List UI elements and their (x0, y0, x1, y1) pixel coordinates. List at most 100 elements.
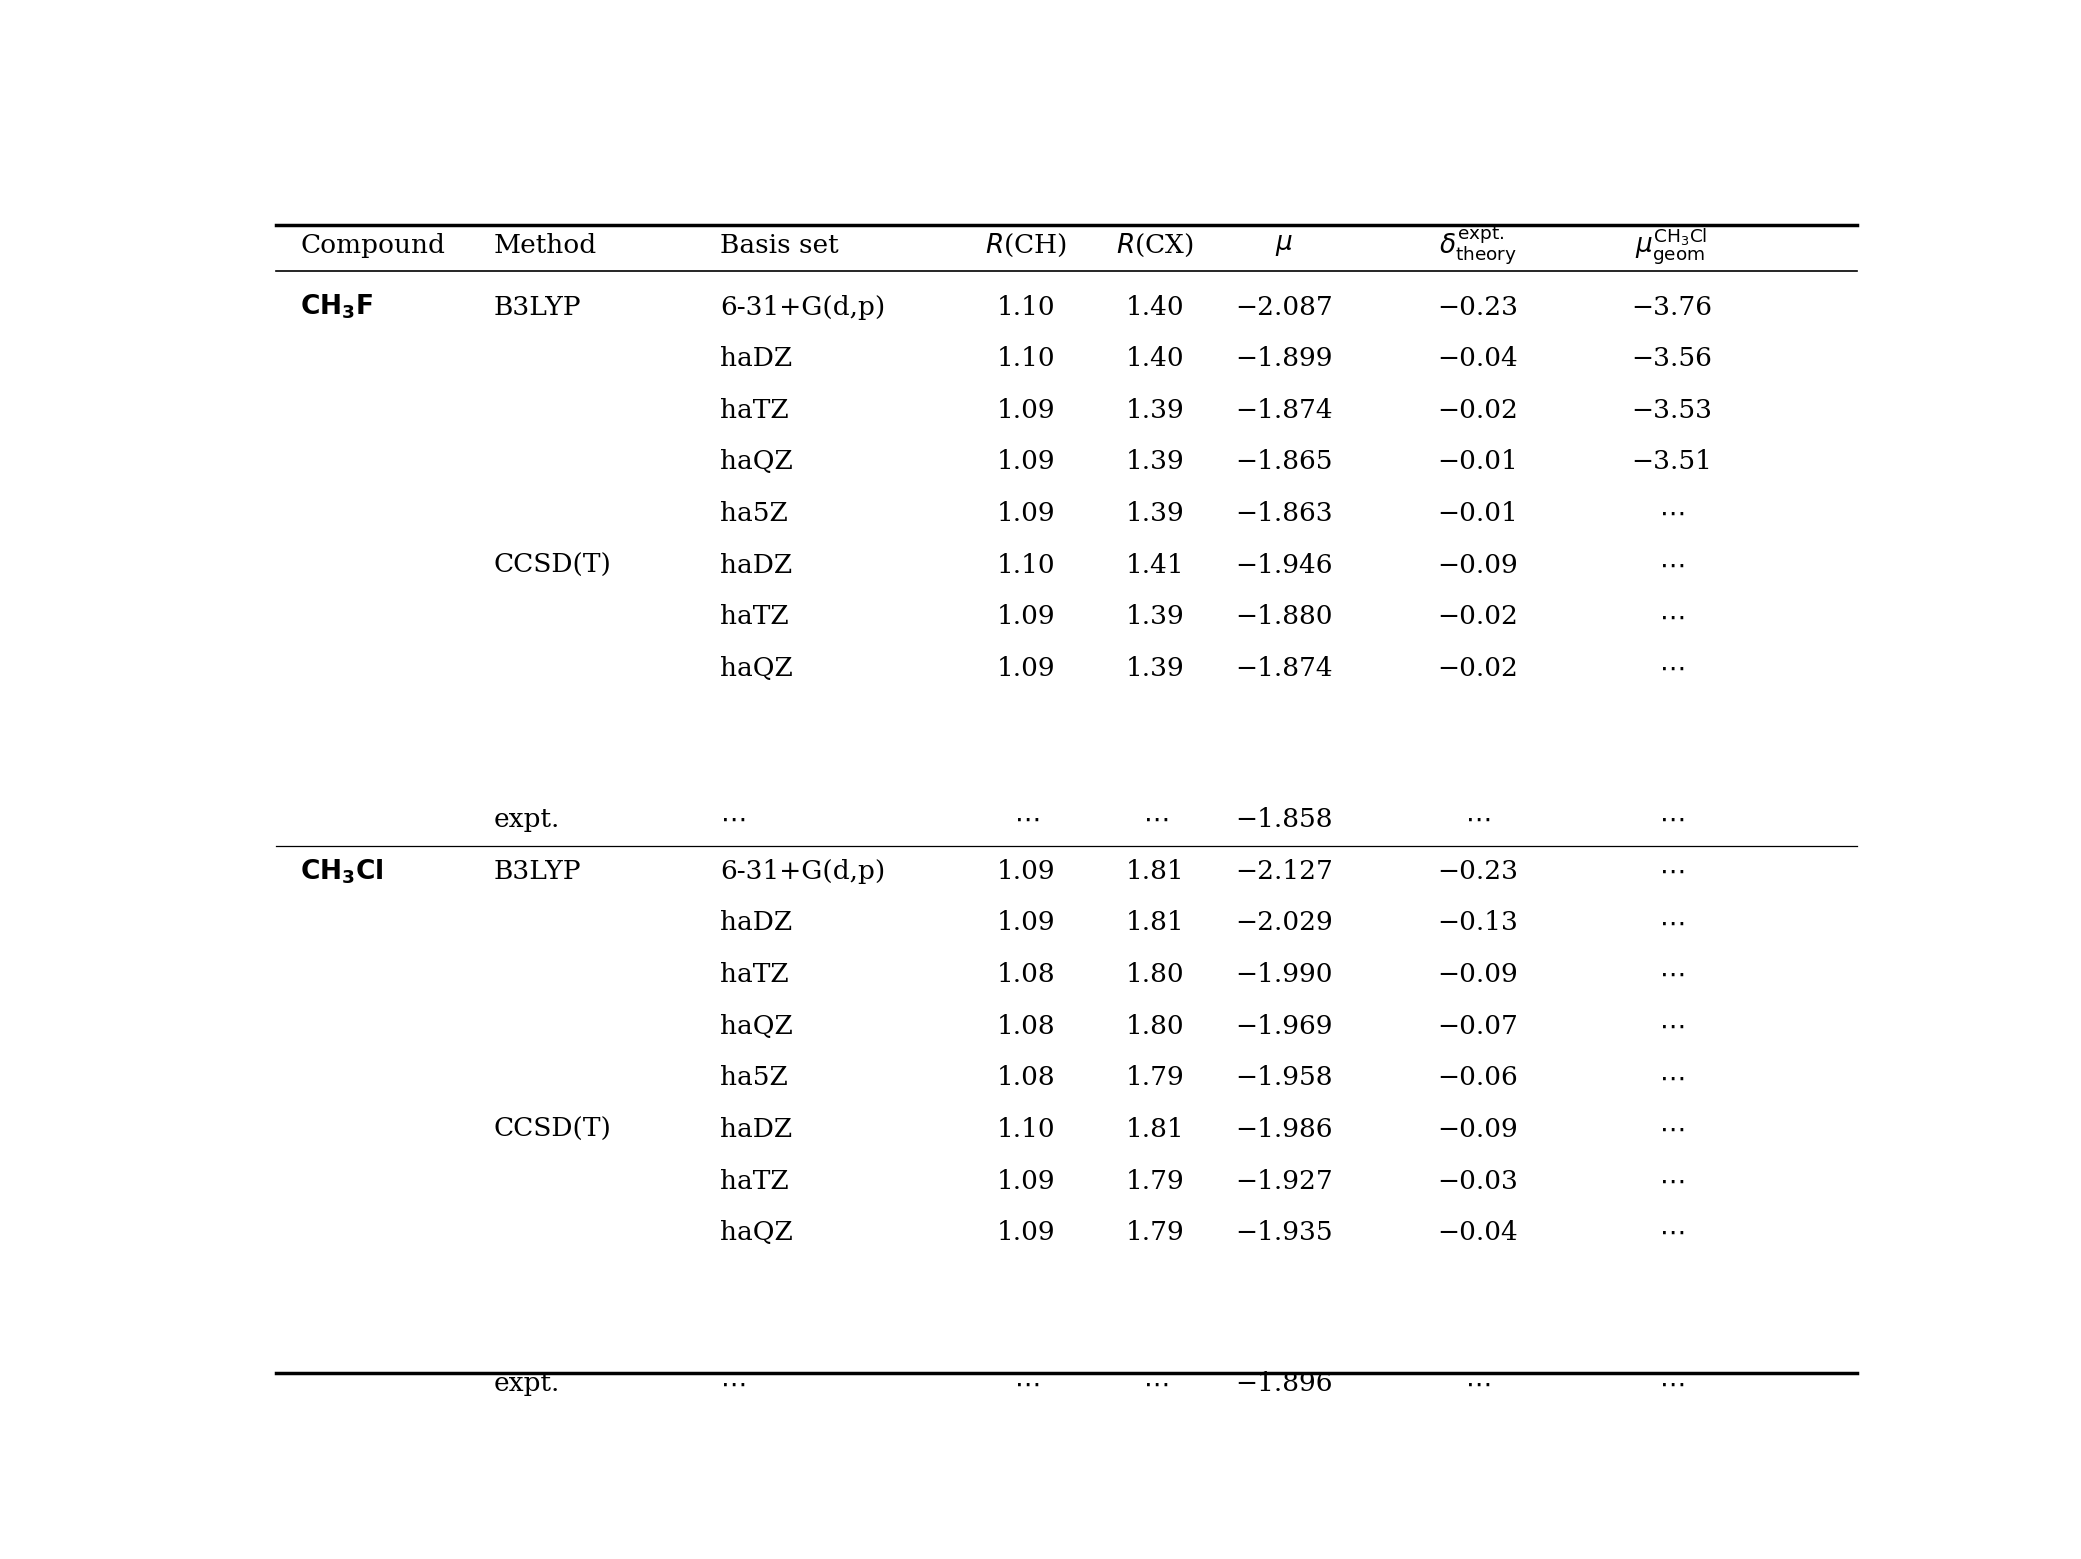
Text: expt.: expt. (493, 1372, 560, 1397)
Text: haQZ: haQZ (720, 1221, 793, 1246)
Text: 1.08: 1.08 (997, 962, 1055, 987)
Text: −0.02: −0.02 (1438, 398, 1519, 422)
Text: haTZ: haTZ (720, 605, 789, 630)
Text: $\cdots$: $\cdots$ (1465, 808, 1490, 833)
Text: 1.10: 1.10 (997, 295, 1055, 320)
Text: 1.09: 1.09 (997, 398, 1055, 422)
Text: $\mathbf{CH_3Cl}$: $\mathbf{CH_3Cl}$ (300, 857, 385, 886)
Text: 1.40: 1.40 (1126, 295, 1184, 320)
Text: 1.10: 1.10 (997, 346, 1055, 371)
Text: $\mu$: $\mu$ (1276, 234, 1292, 259)
Text: 1.81: 1.81 (1126, 859, 1184, 884)
Text: 1.80: 1.80 (1126, 1013, 1184, 1038)
Text: Method: Method (493, 234, 597, 259)
Text: haDZ: haDZ (720, 346, 793, 371)
Text: −1.986: −1.986 (1236, 1116, 1334, 1141)
Text: 1.39: 1.39 (1126, 449, 1184, 474)
Text: $\cdots$: $\cdots$ (1142, 1372, 1167, 1397)
Text: $\cdots$: $\cdots$ (1013, 808, 1038, 833)
Text: −1.874: −1.874 (1236, 398, 1334, 422)
Text: −1.958: −1.958 (1236, 1065, 1334, 1090)
Text: $\cdots$: $\cdots$ (1659, 962, 1684, 987)
Text: $\cdots$: $\cdots$ (1659, 500, 1684, 525)
Text: haDZ: haDZ (720, 553, 793, 578)
Text: −0.02: −0.02 (1438, 656, 1519, 681)
Text: 6-31+G(d,p): 6-31+G(d,p) (720, 295, 884, 320)
Text: 1.09: 1.09 (997, 656, 1055, 681)
Text: 1.09: 1.09 (997, 500, 1055, 525)
Text: −0.02: −0.02 (1438, 605, 1519, 630)
Text: −3.51: −3.51 (1632, 449, 1713, 474)
Text: $\cdots$: $\cdots$ (1659, 1372, 1684, 1397)
Text: $\cdots$: $\cdots$ (1659, 1221, 1684, 1246)
Text: $\cdots$: $\cdots$ (1659, 605, 1684, 630)
Text: 1.39: 1.39 (1126, 605, 1184, 630)
Text: haQZ: haQZ (720, 449, 793, 474)
Text: −0.06: −0.06 (1438, 1065, 1519, 1090)
Text: 1.10: 1.10 (997, 553, 1055, 578)
Text: 1.81: 1.81 (1126, 910, 1184, 935)
Text: $\cdots$: $\cdots$ (1659, 808, 1684, 833)
Text: $\cdots$: $\cdots$ (1659, 1013, 1684, 1038)
Text: −1.896: −1.896 (1236, 1372, 1334, 1397)
Text: $\cdots$: $\cdots$ (1659, 1065, 1684, 1090)
Text: −1.969: −1.969 (1236, 1013, 1334, 1038)
Text: ha5Z: ha5Z (720, 1065, 787, 1090)
Text: $\delta^{\rm expt.}_{\rm theory}$: $\delta^{\rm expt.}_{\rm theory}$ (1438, 224, 1517, 267)
Text: 1.79: 1.79 (1126, 1065, 1184, 1090)
Text: −3.56: −3.56 (1632, 346, 1713, 371)
Text: $\cdots$: $\cdots$ (720, 808, 745, 833)
Text: 1.40: 1.40 (1126, 346, 1184, 371)
Text: −1.858: −1.858 (1236, 808, 1334, 833)
Text: 1.09: 1.09 (997, 910, 1055, 935)
Text: $\cdots$: $\cdots$ (1659, 910, 1684, 935)
Text: 1.79: 1.79 (1126, 1169, 1184, 1194)
Text: −1.927: −1.927 (1236, 1169, 1334, 1194)
Text: 1.09: 1.09 (997, 1169, 1055, 1194)
Text: B3LYP: B3LYP (493, 859, 581, 884)
Text: 1.80: 1.80 (1126, 962, 1184, 987)
Text: $\cdots$: $\cdots$ (1013, 1372, 1038, 1397)
Text: Compound: Compound (300, 234, 445, 259)
Text: −2.087: −2.087 (1236, 295, 1334, 320)
Text: CCSD(T): CCSD(T) (493, 1116, 612, 1141)
Text: haTZ: haTZ (720, 1169, 789, 1194)
Text: −0.09: −0.09 (1438, 962, 1519, 987)
Text: −0.13: −0.13 (1438, 910, 1519, 935)
Text: 1.39: 1.39 (1126, 500, 1184, 525)
Text: −1.935: −1.935 (1236, 1221, 1334, 1246)
Text: −0.01: −0.01 (1438, 449, 1519, 474)
Text: $\cdots$: $\cdots$ (1659, 859, 1684, 884)
Text: $\mu^{{\rm CH}_3{\rm Cl}}_{\rm geom}$: $\mu^{{\rm CH}_3{\rm Cl}}_{\rm geom}$ (1636, 226, 1709, 265)
Text: −1.865: −1.865 (1236, 449, 1334, 474)
Text: haQZ: haQZ (720, 1013, 793, 1038)
Text: −3.76: −3.76 (1632, 295, 1713, 320)
Text: 1.09: 1.09 (997, 449, 1055, 474)
Text: 1.09: 1.09 (997, 859, 1055, 884)
Text: −0.01: −0.01 (1438, 500, 1519, 525)
Text: −0.09: −0.09 (1438, 1116, 1519, 1141)
Text: −1.899: −1.899 (1236, 346, 1334, 371)
Text: haDZ: haDZ (720, 910, 793, 935)
Text: Basis set: Basis set (720, 234, 839, 259)
Text: $\mathbf{CH_3F}$: $\mathbf{CH_3F}$ (300, 293, 372, 321)
Text: −0.23: −0.23 (1438, 295, 1519, 320)
Text: $\cdots$: $\cdots$ (1659, 1116, 1684, 1141)
Text: $\cdots$: $\cdots$ (1659, 553, 1684, 578)
Text: haDZ: haDZ (720, 1116, 793, 1141)
Text: −1.990: −1.990 (1236, 962, 1334, 987)
Text: −0.03: −0.03 (1438, 1169, 1519, 1194)
Text: $\cdots$: $\cdots$ (1465, 1372, 1490, 1397)
Text: −0.07: −0.07 (1438, 1013, 1519, 1038)
Text: 1.08: 1.08 (997, 1065, 1055, 1090)
Text: −1.874: −1.874 (1236, 656, 1334, 681)
Text: haQZ: haQZ (720, 656, 793, 681)
Text: 1.39: 1.39 (1126, 398, 1184, 422)
Text: −0.09: −0.09 (1438, 553, 1519, 578)
Text: $\cdots$: $\cdots$ (1659, 1169, 1684, 1194)
Text: 1.79: 1.79 (1126, 1221, 1184, 1246)
Text: −1.946: −1.946 (1236, 553, 1334, 578)
Text: −0.23: −0.23 (1438, 859, 1519, 884)
Text: $\cdots$: $\cdots$ (720, 1372, 745, 1397)
Text: haTZ: haTZ (720, 398, 789, 422)
